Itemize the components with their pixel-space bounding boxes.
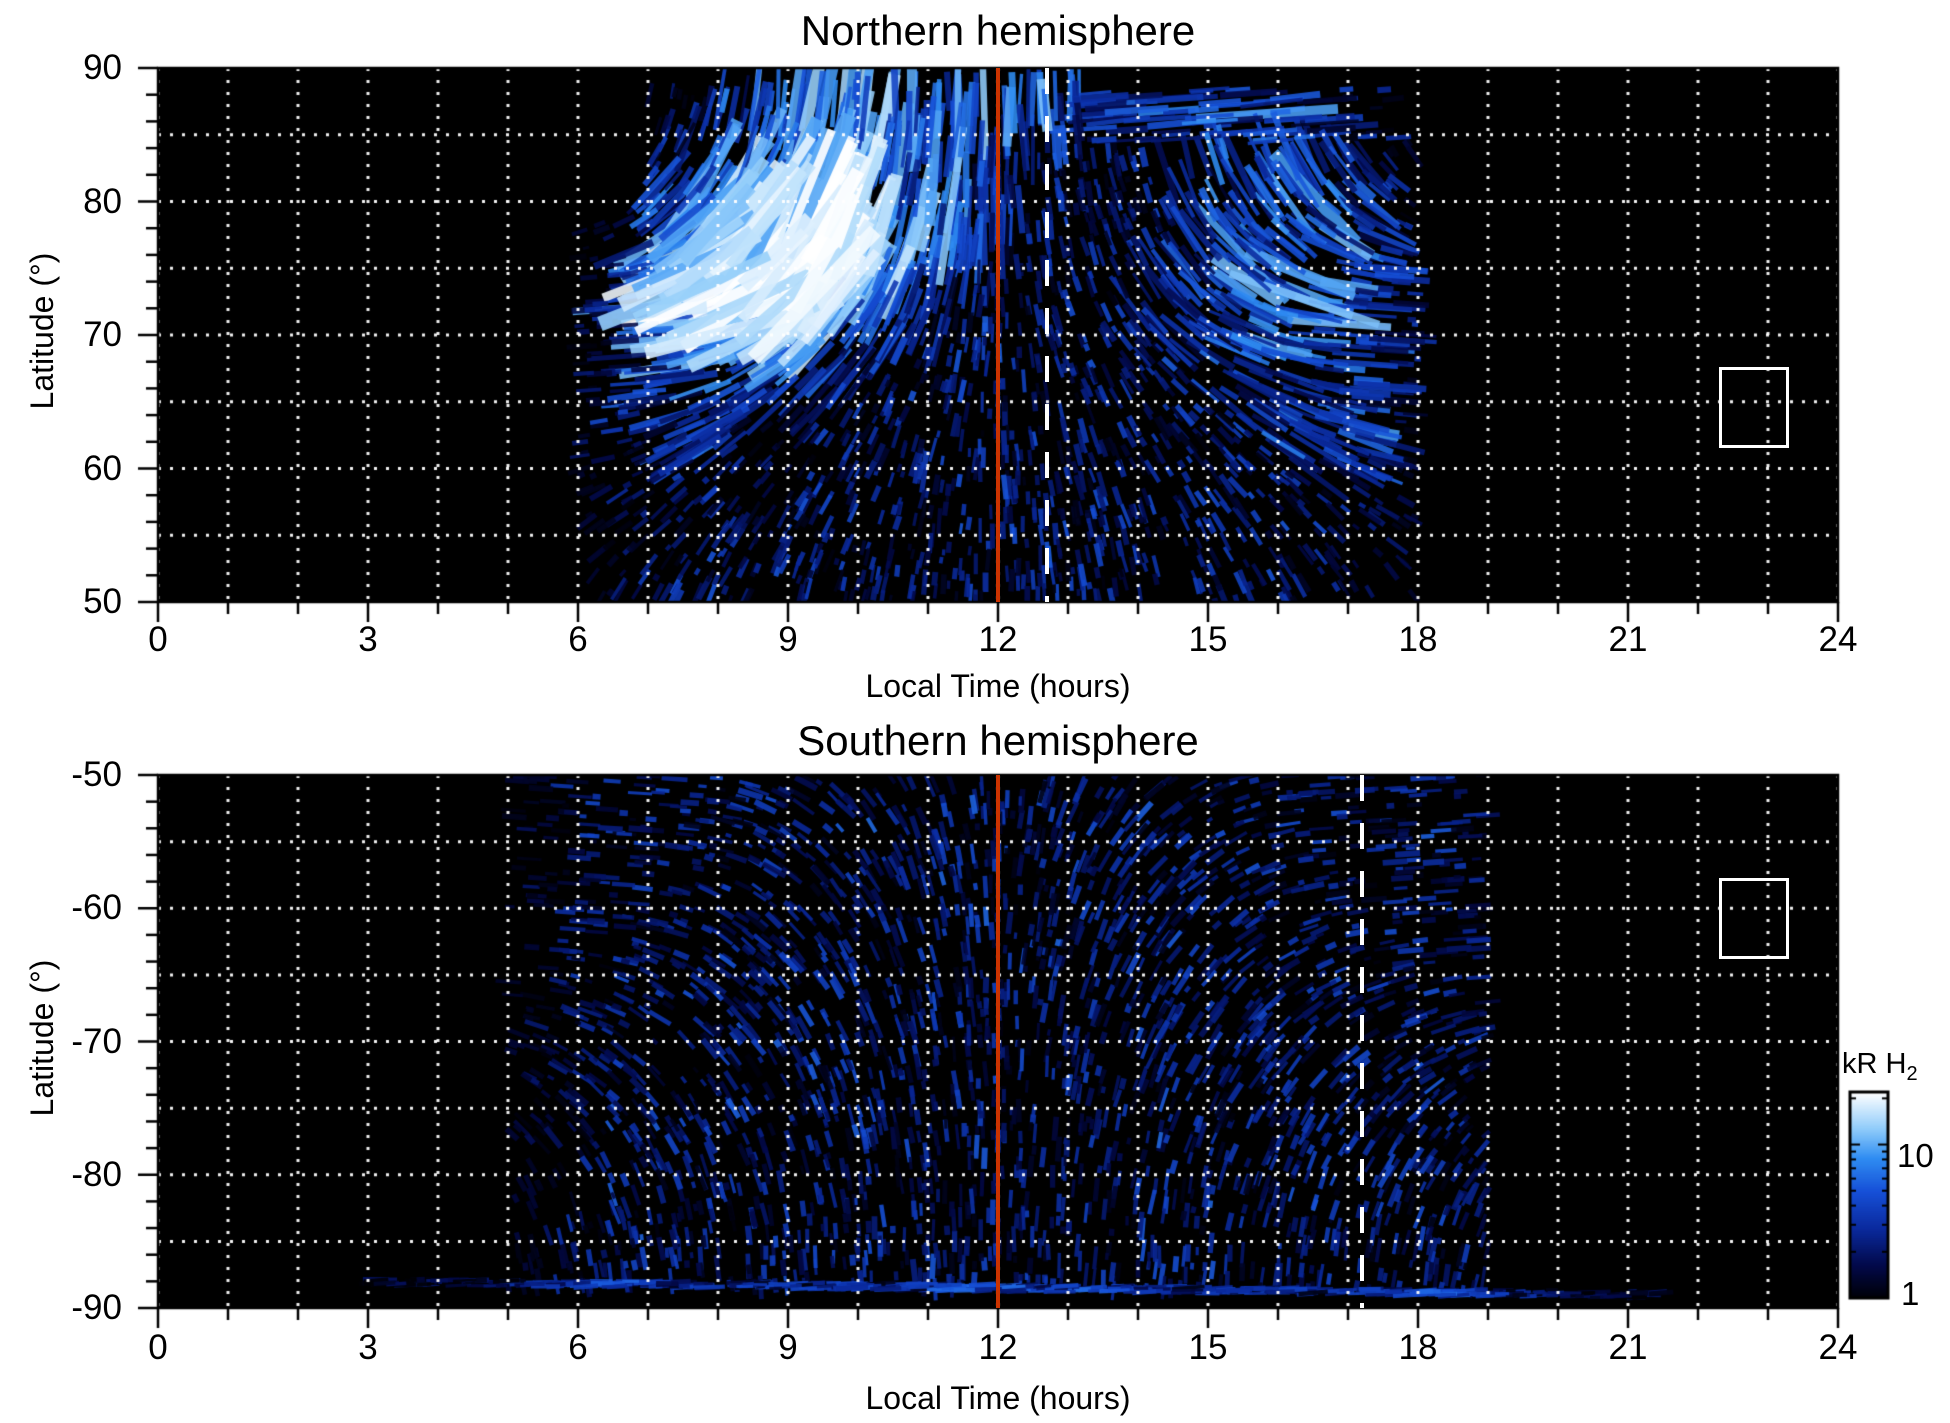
north-y-tick-label: 60 bbox=[83, 448, 122, 488]
north-x-tick-label: 21 bbox=[1608, 620, 1648, 659]
north-noon-line bbox=[996, 68, 1000, 602]
colorbar-tick-10: 10 bbox=[1897, 1137, 1934, 1174]
south-x-tick-label: 3 bbox=[358, 1328, 378, 1367]
north-y-tick-label: 50 bbox=[83, 582, 122, 621]
south-y-tick-label: -70 bbox=[71, 1021, 122, 1061]
north-x-tick-label: 12 bbox=[978, 620, 1018, 659]
north-x-axis-label: Local Time (hours) bbox=[865, 668, 1131, 704]
north-y-tick-label: 90 bbox=[83, 48, 122, 87]
colorbar-tick-1: 1 bbox=[1901, 1275, 1920, 1312]
north-x-tick-label: 6 bbox=[568, 620, 588, 659]
colorbar-title: kR H2 bbox=[1842, 1048, 1918, 1085]
north-dashed-time-marker bbox=[1045, 68, 1049, 602]
north-x-tick-label: 3 bbox=[358, 620, 378, 659]
south-x-tick-label: 24 bbox=[1818, 1328, 1858, 1367]
south-x-tick-label: 15 bbox=[1188, 1328, 1228, 1367]
south-x-tick-label: 6 bbox=[568, 1328, 588, 1367]
south-panel-title: Southern hemisphere bbox=[797, 717, 1199, 764]
south-y-tick-label: -90 bbox=[71, 1288, 122, 1327]
south-x-tick-label: 21 bbox=[1608, 1328, 1648, 1367]
north-x-tick-label: 24 bbox=[1818, 620, 1858, 659]
south-x-tick-label: 0 bbox=[148, 1328, 168, 1367]
south-dashed-time-marker bbox=[1360, 775, 1364, 1308]
south-x-tick-label: 12 bbox=[978, 1328, 1018, 1367]
north-x-tick-label: 0 bbox=[148, 620, 168, 659]
south-y-tick-label: -50 bbox=[71, 755, 122, 794]
south-x-axis-label: Local Time (hours) bbox=[865, 1380, 1131, 1416]
south-y-tick-label: -80 bbox=[71, 1154, 122, 1194]
north-y-tick-label: 80 bbox=[83, 181, 122, 221]
north-reference-box bbox=[1719, 367, 1789, 449]
north-x-tick-label: 9 bbox=[778, 620, 798, 659]
north-y-tick-label: 70 bbox=[83, 315, 122, 354]
north-panel-title: Northern hemisphere bbox=[800, 7, 1196, 54]
north-x-tick-label: 15 bbox=[1188, 620, 1228, 659]
south-x-tick-label: 9 bbox=[778, 1328, 798, 1367]
south-noon-line bbox=[996, 775, 1000, 1308]
north-x-tick-label: 18 bbox=[1398, 620, 1438, 659]
south-reference-box bbox=[1719, 877, 1789, 959]
south-x-tick-label: 18 bbox=[1398, 1328, 1438, 1367]
south-y-tick-label: -60 bbox=[71, 888, 122, 928]
